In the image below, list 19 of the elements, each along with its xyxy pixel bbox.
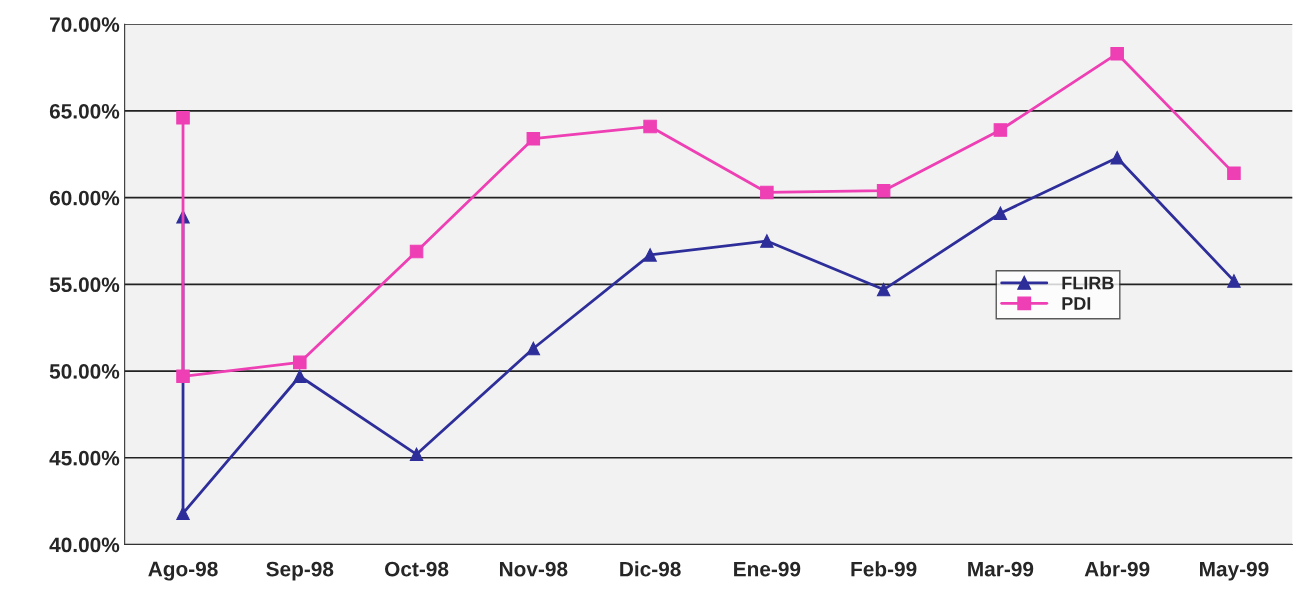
y-tick-label: 70.00% <box>50 17 120 32</box>
x-tick-label: Ene-99 <box>734 561 801 577</box>
x-tick-label: Sep-98 <box>266 561 334 581</box>
x-tick-label: Feb-99 <box>851 561 917 577</box>
y-tick-label: 55.00% <box>49 277 120 293</box>
y-tick-label: 60.00% <box>49 190 120 206</box>
y-tick-label: 40.00% <box>49 537 120 553</box>
y-tick-label: 50.00% <box>49 364 120 379</box>
x-tick-label: Mar-99 <box>968 561 1034 577</box>
x-tick-label: Dic-98 <box>620 561 681 577</box>
legend-label: FLIRB <box>1062 276 1114 290</box>
legend-label: PDI <box>1062 297 1091 310</box>
x-tick-label: Oct-98 <box>385 561 449 577</box>
y-tick-label: 45.00% <box>49 450 120 466</box>
x-tick-label: Nov-98 <box>499 561 568 577</box>
y-tick-label: 65.00% <box>49 103 120 119</box>
x-tick-label: Ago-98 <box>148 561 218 581</box>
x-tick-label: Abr-99 <box>1084 561 1150 577</box>
x-tick-label: May-99 <box>1200 561 1269 581</box>
